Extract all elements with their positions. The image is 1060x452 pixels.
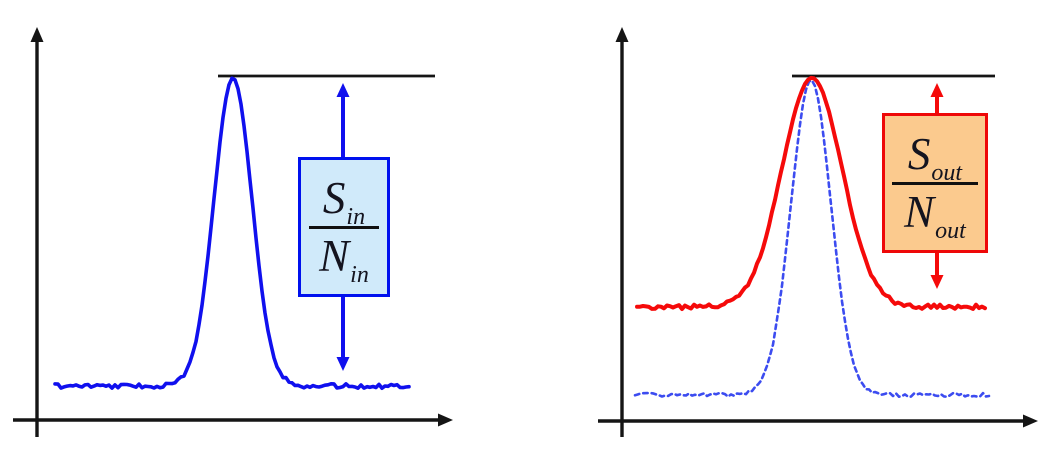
noise-out-symbol: N	[904, 186, 935, 237]
snr-arrow-down-head-icon	[336, 357, 350, 371]
snr-out-label-box: Sout Nout	[882, 113, 988, 253]
snr-arrow-up-head-icon	[336, 83, 350, 97]
noise-in-symbol: N	[319, 230, 350, 281]
noise-in-subscript: in	[350, 261, 369, 288]
snr-arrow-down-head-icon	[930, 275, 944, 289]
snr-in-numerator: Sin	[322, 172, 365, 229]
x-axis-arrowhead-icon	[438, 413, 453, 427]
signal-in-symbol: S	[322, 172, 346, 223]
signal-in-subscript: in	[346, 203, 366, 230]
input-signal-reference-curve	[633, 79, 991, 399]
snr-in-denominator: Nin	[319, 230, 369, 287]
snr-out-denominator: Nout	[904, 186, 966, 243]
signal-out-subscript: out	[931, 159, 963, 186]
fraction-bar	[309, 225, 379, 229]
snr-arrow-up-head-icon	[930, 83, 944, 97]
snr-in-label-box: Sin Nin	[298, 157, 390, 297]
input-signal-curve	[53, 76, 411, 391]
y-axis-arrowhead-icon	[30, 27, 44, 42]
output-signal-curve	[635, 75, 987, 311]
x-axis-arrowhead-icon	[1023, 414, 1038, 428]
y-axis-arrowhead-icon	[615, 27, 629, 42]
signal-out-symbol: S	[907, 128, 931, 179]
fraction-bar	[892, 181, 978, 185]
snr-out-numerator: Sout	[907, 128, 962, 185]
noise-out-subscript: out	[935, 217, 966, 244]
